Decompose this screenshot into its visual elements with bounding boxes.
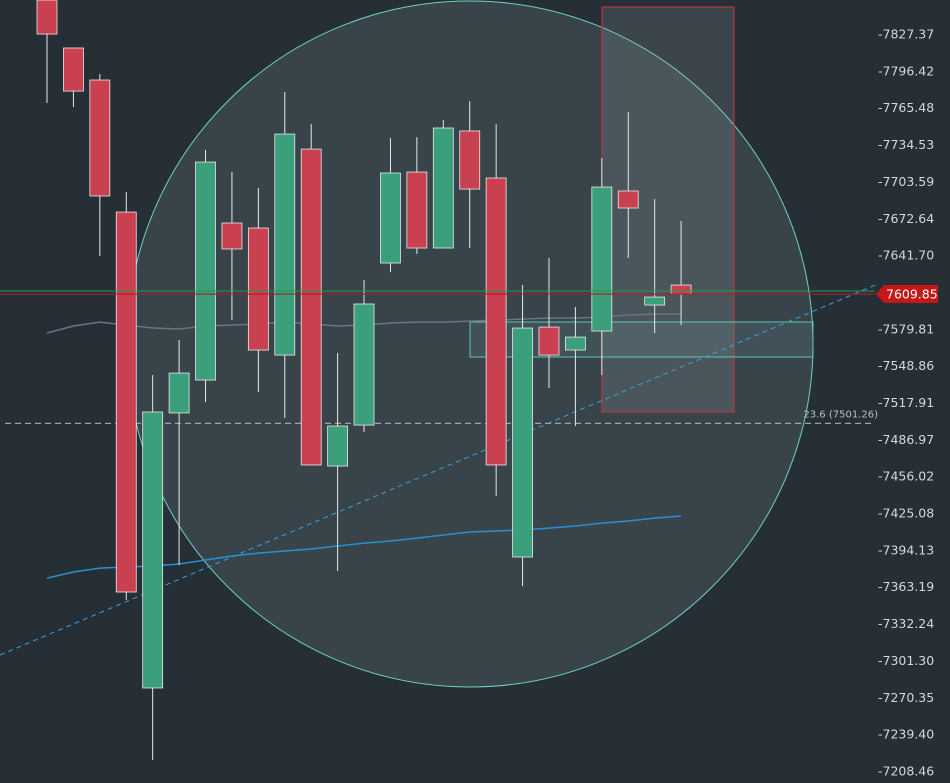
last-price-label: 7609.85 xyxy=(886,287,938,302)
y-tick-label: -7672.64 xyxy=(878,211,934,226)
candle-body xyxy=(168,372,190,414)
candle-body xyxy=(644,296,666,306)
y-tick-label: -7332.24 xyxy=(878,616,934,631)
candle-body xyxy=(274,133,296,356)
candle-body xyxy=(247,227,269,351)
y-tick-label: -7827.37 xyxy=(878,27,934,42)
y-tick-label: -7456.02 xyxy=(878,469,934,484)
trend-line xyxy=(0,284,875,656)
candle-body xyxy=(565,336,586,351)
candle-body xyxy=(432,127,454,249)
candle-body xyxy=(512,327,533,558)
price-badge xyxy=(876,285,938,304)
candle-body xyxy=(89,79,111,197)
candle-body xyxy=(406,171,428,249)
candle-body xyxy=(142,411,164,689)
candle-body xyxy=(670,284,692,295)
rectangle-drawing xyxy=(601,6,735,413)
y-tick-label: -7796.42 xyxy=(878,63,934,78)
y-tick-label: -7208.46 xyxy=(878,763,934,778)
y-tick-label: -7548.86 xyxy=(878,358,934,373)
y-tick-label: -7734.53 xyxy=(878,137,934,152)
y-tick-label: -7765.48 xyxy=(878,100,934,115)
fib-label: 23.6 (7501.26) xyxy=(803,409,878,420)
plot-area xyxy=(0,0,875,761)
y-tick-label: -7641.70 xyxy=(878,248,934,263)
y-tick-label: -7579.81 xyxy=(878,321,934,336)
candle-body xyxy=(327,425,349,467)
candle-body xyxy=(380,172,401,264)
y-tick-label: -7363.19 xyxy=(878,579,934,594)
candle-body xyxy=(221,222,243,250)
y-tick-label: -7425.08 xyxy=(878,506,934,521)
y-tick-label: -7486.97 xyxy=(878,432,934,447)
y-tick-label: -7394.13 xyxy=(878,542,934,557)
candle-body xyxy=(115,211,137,593)
candle-body xyxy=(195,161,216,381)
y-tick-label: -7703.59 xyxy=(878,174,934,189)
y-tick-label: -7517.91 xyxy=(878,395,934,410)
candle-body xyxy=(459,130,481,190)
candle-body xyxy=(63,47,84,92)
y-tick-label: -7239.40 xyxy=(878,727,934,742)
candle-body xyxy=(538,326,560,356)
candle-body xyxy=(36,0,58,35)
candle-body xyxy=(591,186,613,332)
candle-body xyxy=(353,303,375,426)
candle-body xyxy=(485,177,507,466)
candle-body xyxy=(617,190,639,209)
y-tick-label: -7270.35 xyxy=(878,690,934,705)
y-tick-label: -7301.30 xyxy=(878,653,934,668)
candle-body xyxy=(300,148,322,466)
